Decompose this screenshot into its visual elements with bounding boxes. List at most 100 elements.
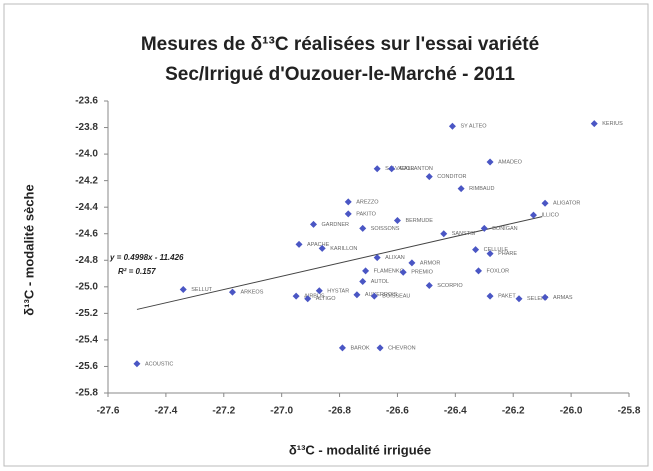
point-label: PAKET bbox=[498, 294, 516, 300]
y-tick-label: -23.6 bbox=[75, 96, 98, 107]
point-label: ARMAS bbox=[553, 295, 573, 301]
x-tick-label: -27.6 bbox=[97, 406, 120, 417]
point bbox=[474, 267, 482, 275]
x-axis-label: δ¹³C - modalité irriguée bbox=[289, 442, 431, 457]
point-label: SOISSONS bbox=[371, 226, 400, 232]
point bbox=[472, 246, 480, 254]
point bbox=[486, 292, 494, 300]
point-label: PREMIO bbox=[411, 270, 433, 276]
point-label: PHARE bbox=[498, 251, 517, 257]
x-tick-label: -25.8 bbox=[618, 406, 641, 417]
chart-border bbox=[3, 3, 649, 467]
point-label: KERIUS bbox=[602, 121, 623, 127]
point bbox=[344, 210, 352, 218]
point-label: BONIGAN bbox=[492, 226, 517, 232]
point-label: ARKEOS bbox=[240, 290, 263, 296]
point-label: ALIXAN bbox=[385, 255, 405, 261]
y-tick-label: -25.4 bbox=[75, 335, 98, 346]
point bbox=[353, 291, 361, 299]
point-label: GARDNER bbox=[322, 222, 350, 228]
point-label: ARMOR bbox=[420, 260, 441, 266]
point-label: BOISSEAU bbox=[382, 294, 410, 300]
point-label: CELLULE bbox=[484, 247, 509, 253]
point-label: AMADEO bbox=[498, 160, 523, 166]
point-label: PAKITO bbox=[356, 211, 376, 217]
point bbox=[448, 122, 456, 130]
point bbox=[295, 240, 303, 248]
point-label: AIRBUS bbox=[304, 294, 325, 300]
point bbox=[515, 295, 523, 303]
point bbox=[228, 288, 236, 296]
y-tick-label: -25.8 bbox=[75, 388, 98, 399]
y-tick-label: -25.6 bbox=[75, 361, 98, 372]
x-tick-label: -26.6 bbox=[386, 406, 409, 417]
x-tick-label: -26.0 bbox=[560, 406, 583, 417]
point-label: SALVADOR bbox=[385, 166, 414, 172]
point bbox=[425, 173, 433, 181]
point bbox=[359, 278, 367, 286]
point bbox=[440, 230, 448, 238]
point bbox=[388, 165, 396, 173]
point-label: SCORPIO bbox=[437, 283, 463, 289]
point-label: APACHE bbox=[307, 242, 330, 248]
trendline-equation: y = 0.4998x - 11.426 bbox=[109, 253, 184, 262]
point-label: CONDITOR bbox=[437, 174, 466, 180]
point-label: AUTOL bbox=[371, 279, 389, 285]
point-label: BAROK bbox=[350, 345, 370, 351]
point-label: FOXLOR bbox=[486, 268, 509, 274]
y-tick-label: -24.2 bbox=[75, 175, 98, 186]
point bbox=[304, 295, 312, 303]
point bbox=[315, 287, 323, 295]
point bbox=[399, 268, 407, 276]
point bbox=[373, 165, 381, 173]
point-label: ACOUSTIC bbox=[145, 361, 173, 367]
point-label: AUXERROIS bbox=[365, 292, 398, 298]
y-tick-label: -25.2 bbox=[75, 308, 98, 319]
point bbox=[590, 120, 598, 128]
trendline bbox=[136, 216, 543, 310]
y-tick-label: -24.6 bbox=[75, 228, 98, 239]
y-axis-label: δ¹³C - modalité sèche bbox=[21, 184, 36, 315]
point bbox=[541, 293, 549, 301]
point-label: FLAMENKO bbox=[374, 268, 405, 274]
point bbox=[529, 211, 537, 219]
point-label: SANSTSI bbox=[452, 231, 476, 237]
x-tick-label: -26.4 bbox=[444, 406, 467, 417]
point-label: ALIGATOR bbox=[553, 201, 580, 207]
point bbox=[408, 259, 416, 267]
point bbox=[541, 199, 549, 207]
point-label: BERMUDE bbox=[405, 218, 433, 224]
y-tick-label: -24.0 bbox=[75, 149, 98, 160]
point bbox=[292, 292, 300, 300]
point-label: ILLICO bbox=[541, 213, 559, 219]
x-tick-label: -26.8 bbox=[328, 406, 351, 417]
point bbox=[359, 224, 367, 232]
point-label: CHEVRON bbox=[388, 345, 416, 351]
point bbox=[393, 216, 401, 224]
point bbox=[486, 250, 494, 258]
point bbox=[425, 281, 433, 289]
point bbox=[318, 244, 326, 252]
x-tick-label: -27.0 bbox=[270, 406, 293, 417]
chart-title: Mesures de δ¹³C réalisées sur l'essai va… bbox=[141, 34, 539, 55]
point bbox=[373, 254, 381, 262]
point-label: SY ALTEO bbox=[460, 124, 487, 130]
point bbox=[310, 220, 318, 228]
chart-title: Sec/Irrigué d'Ouzouer-le-Marché - 2011 bbox=[165, 64, 515, 85]
point bbox=[133, 360, 141, 368]
point bbox=[338, 344, 346, 352]
point-label: KARILLON bbox=[330, 246, 357, 252]
y-tick-label: -24.4 bbox=[75, 202, 98, 213]
x-tick-label: -27.2 bbox=[212, 406, 235, 417]
point bbox=[344, 198, 352, 206]
point-label: AREZZO bbox=[356, 199, 379, 205]
point bbox=[362, 267, 370, 275]
y-tick-label: -25.0 bbox=[75, 281, 98, 292]
trendline-r2: R² = 0.157 bbox=[118, 267, 156, 276]
y-tick-label: -24.8 bbox=[75, 255, 98, 266]
point-label: ALTIGO bbox=[316, 296, 336, 302]
point bbox=[370, 292, 378, 300]
point bbox=[480, 224, 488, 232]
x-tick-label: -27.4 bbox=[154, 406, 177, 417]
